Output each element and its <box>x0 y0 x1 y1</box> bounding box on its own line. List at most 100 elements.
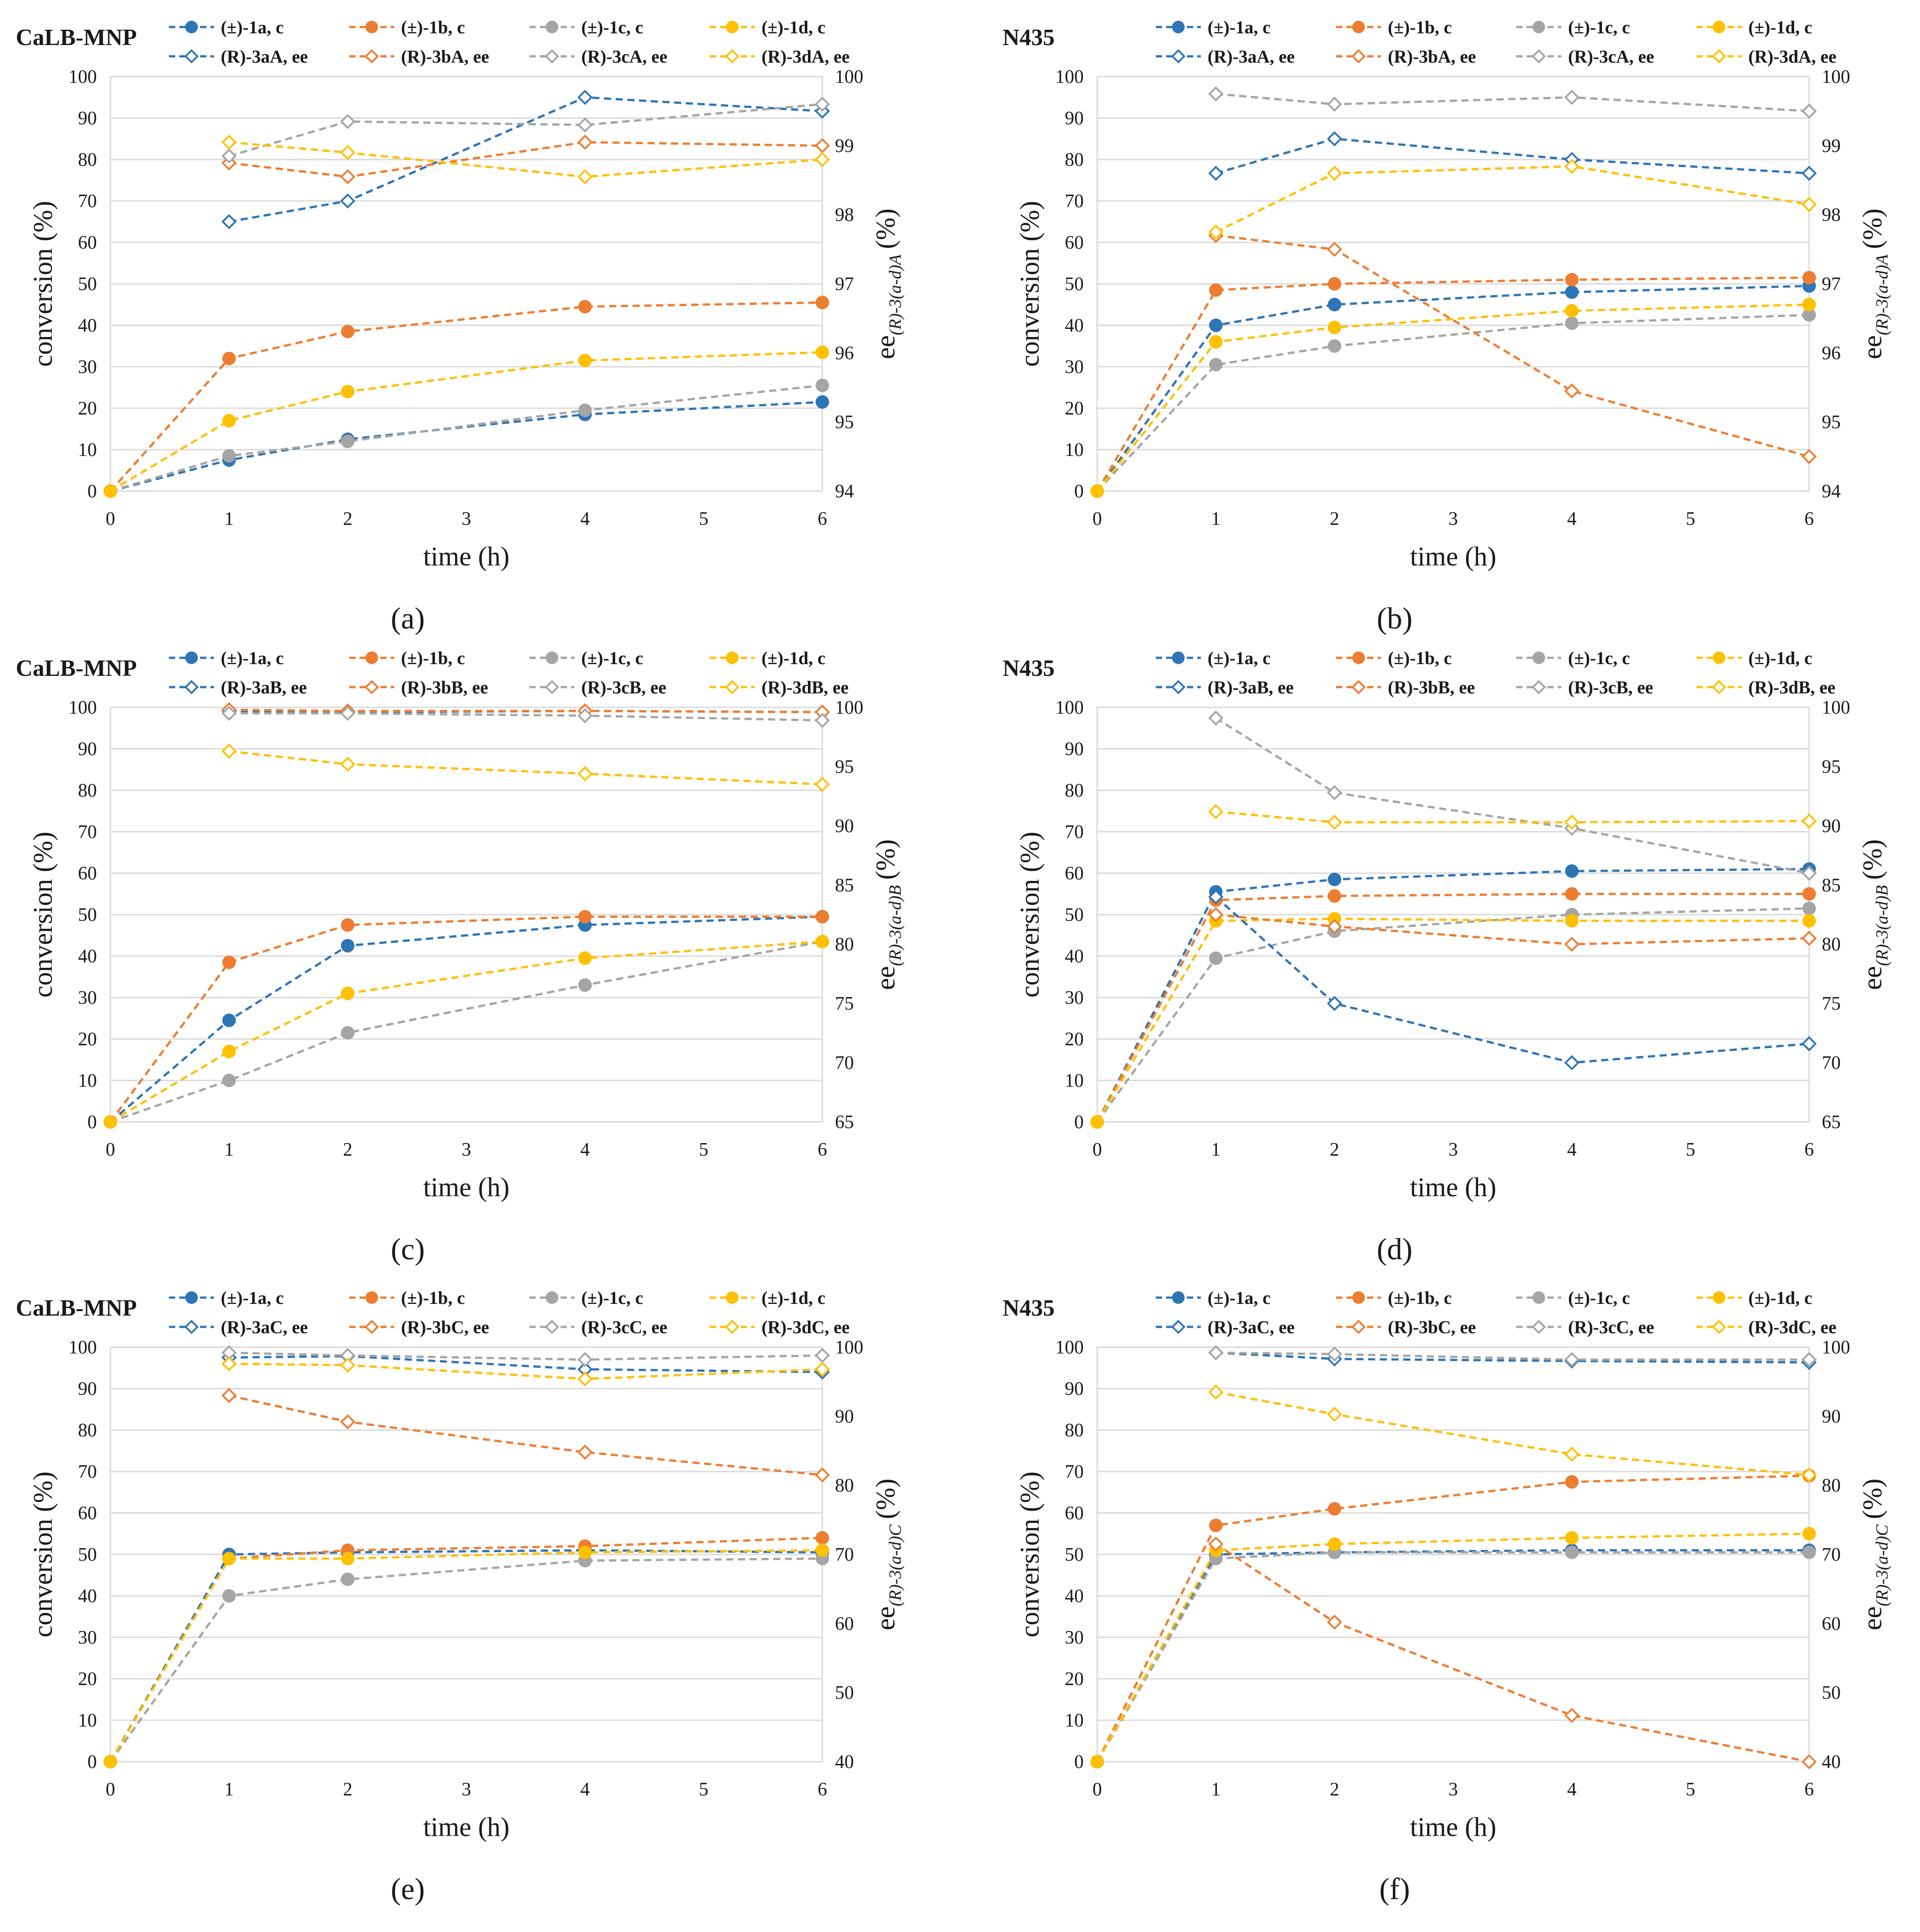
legend-entry: (R)-3aC, ee <box>1208 1317 1295 1337</box>
legend-marker <box>1352 21 1365 33</box>
legend-marker <box>546 21 558 33</box>
y2-axis-label: ee(R)-3(a-d)B (%) <box>871 839 905 990</box>
data-point <box>1802 914 1816 928</box>
y-tick-label: 40 <box>1065 1586 1084 1607</box>
data-point <box>1565 1531 1579 1545</box>
data-point <box>341 434 355 448</box>
legend-entry: (±)-1a, c <box>1208 17 1271 37</box>
series-line <box>1096 1474 1810 1763</box>
x-tick-label: 0 <box>1093 1139 1102 1160</box>
legend-marker <box>1171 1320 1186 1334</box>
data-point <box>1565 1475 1579 1489</box>
legend-marker <box>1713 652 1725 664</box>
data-point <box>1565 864 1579 878</box>
y2-axis-label: ee(R)-3(a-d)C (%) <box>871 1479 905 1631</box>
y-tick-label: 50 <box>1065 1545 1084 1565</box>
series-line <box>228 1394 823 1476</box>
data-point <box>1564 90 1580 105</box>
series-line <box>229 1362 823 1381</box>
data-point <box>341 1572 355 1586</box>
y-tick-label: 40 <box>1065 315 1084 336</box>
data-point <box>1327 1346 1342 1362</box>
y2-tick-label: 96 <box>835 343 854 364</box>
y2-tick-label: 70 <box>1822 1545 1841 1565</box>
legend-marker <box>545 49 559 64</box>
x-tick-label: 4 <box>580 1779 590 1800</box>
x-tick-label: 6 <box>818 509 827 529</box>
y-tick-label: 20 <box>78 1029 97 1050</box>
chart-panel-e: 0 10 20 30 40 50 60 70 80 90 100 40 50 60 70 80 90 100 0 1 2… <box>16 1288 905 1906</box>
data-point <box>1327 1502 1341 1516</box>
y2-tick-label: 94 <box>1822 481 1841 502</box>
y-tick-label: 50 <box>78 274 97 295</box>
panel-label: (b) <box>1377 601 1412 635</box>
data-point <box>1802 902 1816 916</box>
data-point <box>578 300 592 314</box>
legend-entry: (R)-3cA, ee <box>1568 46 1654 67</box>
series-line <box>1215 1543 1810 1763</box>
legend-entry: (R)-3bB, ee <box>401 677 488 697</box>
y2-label-subscript: (R)-3(a-d)B <box>886 885 905 966</box>
data-point <box>1564 815 1580 830</box>
y2-tick-label: 90 <box>1822 816 1841 837</box>
legend-entry: (±)-1a, c <box>1208 648 1271 668</box>
data-point <box>1801 813 1817 829</box>
y-tick-label: 30 <box>1065 1627 1084 1648</box>
series-line <box>109 1557 823 1763</box>
data-point <box>815 1348 830 1363</box>
y2-tick-label: 97 <box>835 274 854 295</box>
legend-entry: (±)-1c, c <box>581 1288 643 1308</box>
legend-marker <box>365 680 379 694</box>
data-point <box>1564 1708 1580 1723</box>
legend-entry: (R)-3dB, ee <box>762 677 848 697</box>
y-tick-label: 0 <box>1074 1752 1084 1773</box>
y2-label-main: ee <box>1857 966 1887 990</box>
data-point <box>104 1755 117 1768</box>
series-line <box>229 1355 823 1373</box>
chart-title: CaLB-MNP <box>16 1295 137 1321</box>
legend-entry: (R)-3aA, ee <box>221 46 308 67</box>
data-point <box>1327 339 1341 353</box>
y2-tick-label: 70 <box>1822 1053 1841 1074</box>
data-point <box>578 978 592 992</box>
y2-label-main: ee <box>871 966 900 990</box>
chart-title: N435 <box>1003 25 1055 50</box>
y2-tick-label: 65 <box>1822 1112 1841 1133</box>
y-tick-label: 20 <box>78 398 97 419</box>
data-point <box>1327 919 1342 934</box>
y2-tick-label: 100 <box>1822 697 1850 718</box>
data-point <box>1802 1545 1816 1559</box>
legend-entry: (R)-3dB, ee <box>1748 677 1835 697</box>
y2-tick-label: 99 <box>835 136 854 156</box>
legend-marker <box>1171 680 1186 694</box>
y-tick-label: 40 <box>78 946 97 967</box>
data-point <box>221 148 237 164</box>
data-point <box>1565 887 1579 901</box>
y-tick-label: 30 <box>1065 988 1084 1008</box>
y2-label-main: ee <box>871 1606 900 1630</box>
y2-tick-label: 98 <box>835 205 854 226</box>
data-point <box>1209 951 1223 965</box>
y-tick-label: 0 <box>87 481 97 502</box>
data-point <box>222 1013 236 1027</box>
data-point <box>815 1467 830 1483</box>
y2-label-subscript: (R)-3(a-d)A <box>1873 254 1892 335</box>
series-line <box>1215 1391 1810 1476</box>
y-tick-label: 100 <box>1055 67 1084 87</box>
x-tick-label: 5 <box>699 1139 708 1160</box>
x-tick-label: 0 <box>106 1779 115 1800</box>
data-point <box>341 939 355 952</box>
legend-entry: (R)-3cB, ee <box>581 677 666 697</box>
data-point <box>577 90 593 105</box>
legend-marker <box>546 652 558 664</box>
data-point <box>222 1074 236 1087</box>
x-tick-label: 6 <box>818 1779 827 1800</box>
data-point <box>1565 285 1579 299</box>
y2-tick-label: 75 <box>1822 993 1841 1014</box>
x-tick-label: 0 <box>1093 509 1102 529</box>
data-point <box>1801 449 1817 465</box>
series-line <box>1216 1351 1809 1361</box>
y-tick-label: 50 <box>78 1545 97 1565</box>
series-line <box>228 96 823 223</box>
series-line <box>1216 1351 1810 1364</box>
